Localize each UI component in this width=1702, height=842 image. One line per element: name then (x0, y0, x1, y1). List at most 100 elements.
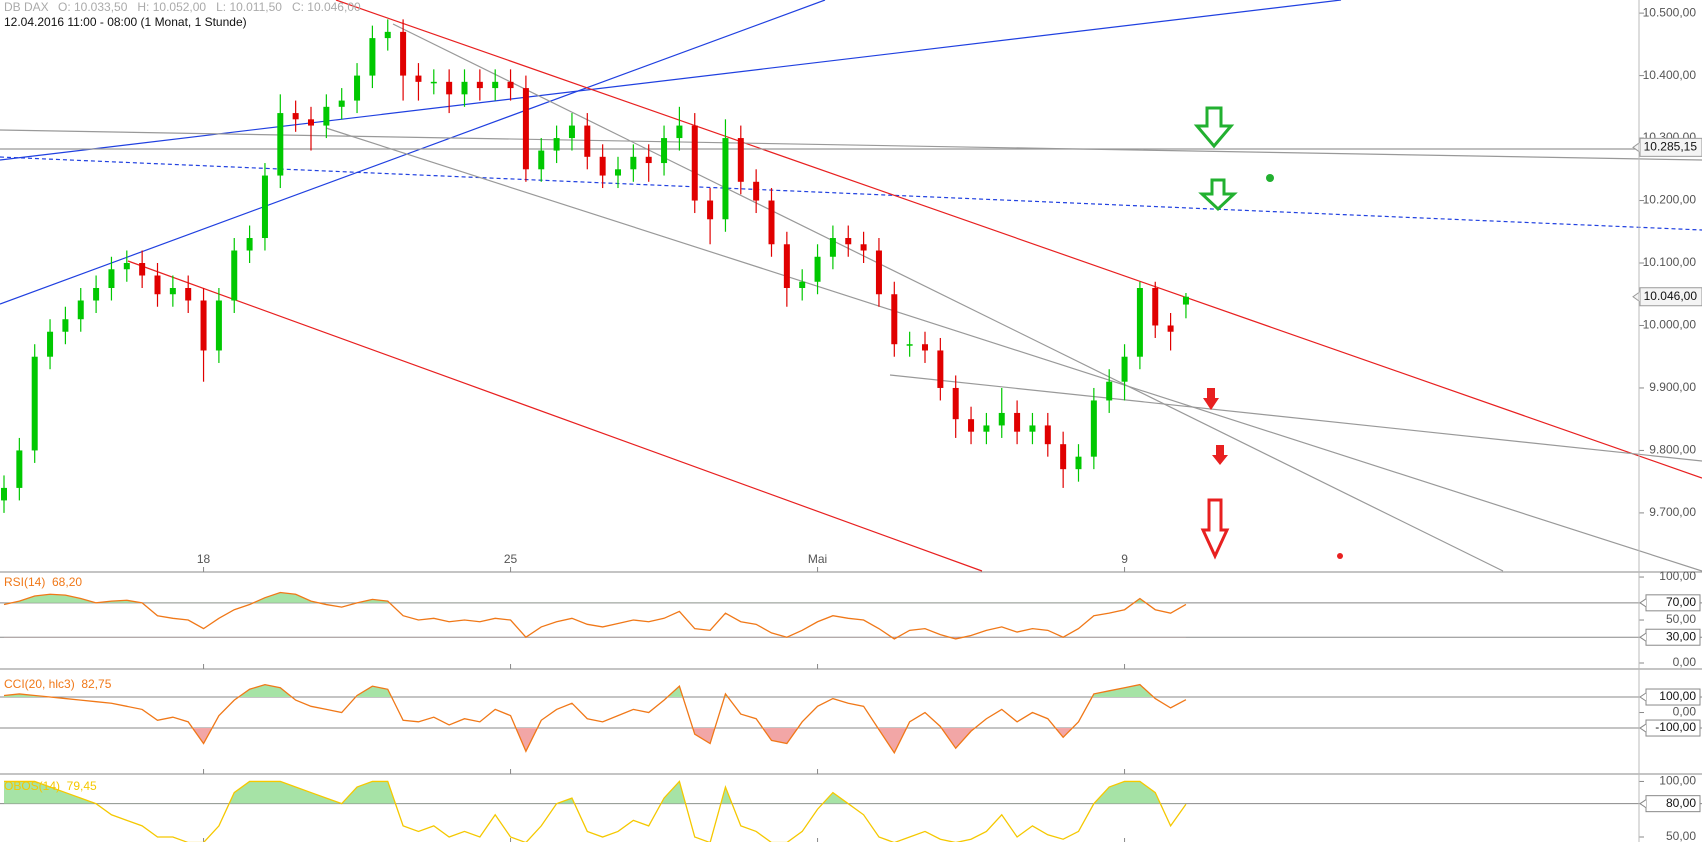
indicator-fill (4, 781, 1161, 804)
signal-arrow (1212, 445, 1228, 465)
candle-body (1, 487, 7, 501)
candle-body (584, 125, 591, 157)
candle-body (1136, 287, 1143, 357)
candle-body (139, 263, 146, 276)
indicator-title: RSI(14) 68,20 (4, 575, 82, 589)
candle-body (922, 344, 928, 351)
candle-body (768, 200, 775, 245)
y-tick-label: -100,00 (1655, 720, 1696, 734)
signal-arrow (1203, 388, 1219, 410)
signal-arrow (1200, 498, 1230, 560)
candle-body (1182, 296, 1189, 305)
trend-line (325, 127, 1702, 572)
candle-body (415, 75, 422, 82)
indicator-line (3, 683, 1187, 755)
candle-body (737, 138, 744, 182)
chart-subtitle: 12.04.2016 11:00 - 08:00 (1 Monat, 1 Stu… (4, 15, 247, 29)
candle-body (1152, 287, 1159, 326)
candle-body (891, 294, 898, 345)
y-tick-label: 10.100,00 (1643, 255, 1697, 269)
trend-line (889, 374, 1702, 462)
y-tick-label: 10.200,00 (1643, 193, 1697, 207)
candle-body (968, 419, 975, 432)
price-marker-pointer (1632, 291, 1641, 303)
candle-body (630, 156, 637, 170)
level-pointer (1639, 598, 1647, 608)
candle-body (123, 263, 130, 270)
y-tick-label: 10.500,00 (1643, 5, 1697, 19)
indicator-title: CCI(20, hlc3) 82,75 (4, 677, 112, 691)
trend-line (127, 260, 983, 572)
candle-body (983, 425, 990, 432)
candle-body (154, 275, 161, 295)
candle-body (783, 244, 790, 288)
candle-body (1044, 425, 1051, 445)
x-tick-label: 9 (1121, 552, 1128, 566)
candle-body (615, 169, 621, 176)
candle-body (906, 344, 913, 346)
indicator-fill (4, 637, 1186, 639)
level-pointer (1639, 632, 1647, 642)
drawings (0, 0, 1702, 572)
y-tick-label: 100,00 (1659, 774, 1696, 788)
trend-line (0, 129, 1702, 161)
y-tick-label: 30,00 (1666, 629, 1696, 643)
candle-body (200, 300, 207, 351)
y-tick-label: 0,00 (1673, 655, 1697, 669)
y-tick-label: 9.800,00 (1649, 443, 1696, 457)
y-tick-label: 10.400,00 (1643, 68, 1697, 82)
candle-body (1060, 444, 1067, 470)
price-marker-label: 10.046,00 (1644, 289, 1698, 303)
candle-body (522, 88, 529, 170)
candle-body (814, 256, 821, 282)
candle-body (16, 450, 23, 488)
candle-body (169, 287, 176, 295)
candle-body (231, 250, 238, 301)
candle-body (1167, 325, 1174, 332)
trend-line (0, 0, 1342, 161)
price-marker-label: 10.285,15 (1644, 140, 1698, 154)
candle-body (185, 287, 192, 301)
candle-body (538, 150, 545, 170)
y-tick-label: 9.900,00 (1649, 380, 1696, 394)
candle-body (47, 331, 54, 357)
candle-body (384, 31, 391, 39)
candle-body (937, 350, 944, 388)
candle-body (400, 31, 407, 76)
indicator-title: OBOS(14) 79,45 (4, 779, 97, 793)
y-tick-label: 80,00 (1666, 796, 1696, 810)
y-tick-label: 100,00 (1659, 569, 1696, 583)
trend-line (0, 0, 826, 305)
candle-body (323, 106, 330, 126)
candle-body (1121, 356, 1128, 382)
candle-body (93, 287, 100, 301)
candle-body (722, 138, 729, 220)
candle-body (31, 356, 38, 451)
candle-body (476, 81, 483, 89)
candle-body (568, 125, 575, 139)
candle-body (1106, 381, 1113, 401)
candle-body (446, 81, 453, 95)
ohlc-label: O: 10.033,50 H: 10.052,00 L: 10.011,50 C… (58, 0, 361, 14)
level-pointer (1639, 692, 1647, 702)
indicator-fill (4, 684, 1186, 698)
candle-body (1075, 456, 1082, 470)
candle-body (998, 412, 1005, 426)
candle-body (799, 281, 806, 288)
y-tick-label: 10.000,00 (1643, 318, 1697, 332)
candle-body (676, 125, 683, 139)
candle-body (599, 156, 606, 176)
y-tick-label: 50,00 (1666, 612, 1696, 626)
y-tick-label: 0,00 (1673, 705, 1697, 719)
indicator-line (3, 591, 1187, 640)
candle-body (507, 81, 514, 89)
candle-body (246, 238, 253, 251)
candle-body (829, 238, 836, 257)
candle-body (1029, 425, 1036, 432)
candle-body (430, 81, 437, 84)
candle-body (1014, 412, 1021, 432)
candle-body (952, 387, 959, 420)
candle-body (845, 238, 852, 245)
x-tick-label: 25 (504, 552, 518, 566)
